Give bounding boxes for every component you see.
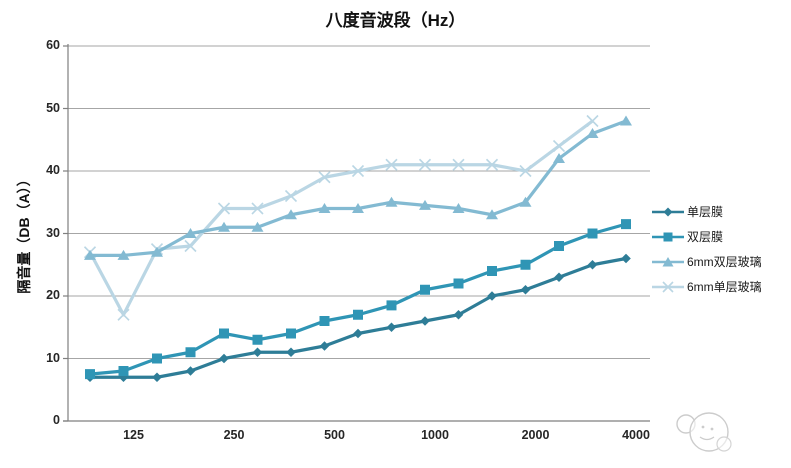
series-1-marker	[185, 347, 196, 358]
x-tick-label: 250	[223, 428, 245, 442]
x-tick-label: 2000	[521, 428, 550, 442]
series-3-marker	[117, 308, 130, 321]
series-3-marker	[552, 139, 566, 153]
series-1-marker	[219, 328, 229, 339]
series-1-marker	[520, 259, 531, 270]
series-3-marker	[385, 158, 398, 171]
series-0-marker	[420, 316, 430, 326]
legend-marker-x-icon	[652, 280, 684, 293]
legend-label: 单层膜	[687, 205, 724, 219]
series-0-marker	[185, 366, 196, 376]
y-tick-label: 20	[46, 288, 60, 302]
series-0-marker	[487, 291, 497, 301]
series-1-marker	[453, 278, 464, 289]
y-tick-label: 40	[46, 163, 60, 177]
series-3-marker	[217, 202, 231, 215]
series-2-marker	[419, 199, 431, 210]
series-2-line	[90, 119, 627, 257]
chart-title: 八度音波段（Hz）	[325, 11, 466, 30]
x-tick-label: 125	[123, 428, 144, 442]
series-2-marker	[285, 209, 297, 220]
series-0-marker	[554, 272, 564, 283]
series-1-marker	[152, 353, 162, 364]
series-2-marker	[218, 221, 230, 232]
series-2-marker	[251, 221, 264, 232]
series-0-marker	[353, 328, 363, 339]
series-2-marker	[318, 203, 331, 213]
y-tick-label: 10	[46, 350, 60, 365]
legend-marker-diamond-icon	[652, 207, 684, 216]
x-tick-label: 1000	[421, 428, 449, 442]
series-2-marker	[452, 203, 465, 213]
y-tick-label: 30	[46, 225, 60, 240]
series-1-marker	[386, 300, 397, 311]
series-0-marker	[587, 259, 598, 270]
series-0-marker	[286, 347, 296, 358]
legend-marker-triangle-icon	[652, 256, 684, 266]
series-1-marker	[353, 309, 363, 320]
series-2-marker	[586, 128, 599, 138]
watermark-circle	[716, 436, 732, 452]
series-3-marker	[284, 189, 298, 203]
series-0-marker	[386, 322, 397, 333]
series-3-marker	[452, 158, 465, 171]
legend-item: 单层膜	[651, 199, 762, 224]
watermark-dot	[701, 425, 705, 429]
y-tick-label: 50	[46, 100, 60, 115]
series-2-marker	[184, 228, 197, 238]
series-0-marker	[319, 341, 330, 351]
series-2-marker	[84, 249, 96, 260]
legend-item: 双层膜	[651, 224, 762, 249]
series-3-line	[88, 119, 594, 317]
watermark-mouth	[699, 436, 715, 441]
legend-label: 双层膜	[687, 230, 724, 244]
series-3-marker	[519, 164, 532, 178]
series-2-marker	[151, 246, 163, 257]
series-2-marker	[352, 203, 364, 213]
series-1-marker	[554, 241, 564, 251]
series-3-marker	[184, 239, 197, 253]
series-1-marker	[621, 219, 631, 230]
series-1-marker	[118, 366, 129, 376]
series-1-marker	[85, 369, 95, 380]
series-2-marker	[553, 153, 565, 163]
x-tick-label: 4000	[622, 428, 650, 442]
y-tick-label: 60	[46, 38, 60, 52]
series-3-marker	[251, 202, 264, 215]
series-0-marker	[621, 253, 631, 264]
series-1-marker	[286, 328, 296, 339]
series-3-marker	[418, 158, 432, 171]
series-3-marker	[351, 164, 365, 178]
y-tick-label: 0	[53, 413, 60, 427]
series-3-marker	[485, 158, 499, 171]
series-1-marker	[587, 228, 598, 239]
legend-label: 6mm单层玻璃	[687, 280, 762, 294]
series-3-marker	[318, 171, 331, 184]
series-1-marker	[487, 266, 497, 276]
legend-label: 6mm双层玻璃	[687, 255, 762, 269]
series-3-marker	[586, 114, 599, 128]
x-tick-label: 500	[324, 428, 345, 442]
series-0-marker	[152, 372, 162, 383]
legend-marker-square-icon	[652, 232, 684, 241]
series-2-marker	[620, 115, 632, 126]
legend-item: 6mm双层玻璃	[651, 249, 762, 274]
series-0-marker	[252, 347, 263, 358]
series-2-marker	[486, 209, 498, 220]
series-0-marker	[520, 284, 531, 295]
series-2-marker	[117, 249, 130, 260]
series-2-marker	[385, 196, 398, 207]
series-1-marker	[319, 316, 330, 326]
series-0-marker	[453, 309, 464, 320]
watermark-dot	[710, 427, 714, 431]
series-2-marker	[519, 196, 532, 207]
chart-legend: 单层膜双层膜 6mm双层玻璃 6mm单层玻璃	[651, 199, 762, 299]
legend-item: 6mm单层玻璃	[651, 274, 762, 299]
series-1-marker	[252, 334, 263, 345]
series-0-marker	[219, 353, 229, 364]
series-1-marker	[420, 284, 430, 295]
